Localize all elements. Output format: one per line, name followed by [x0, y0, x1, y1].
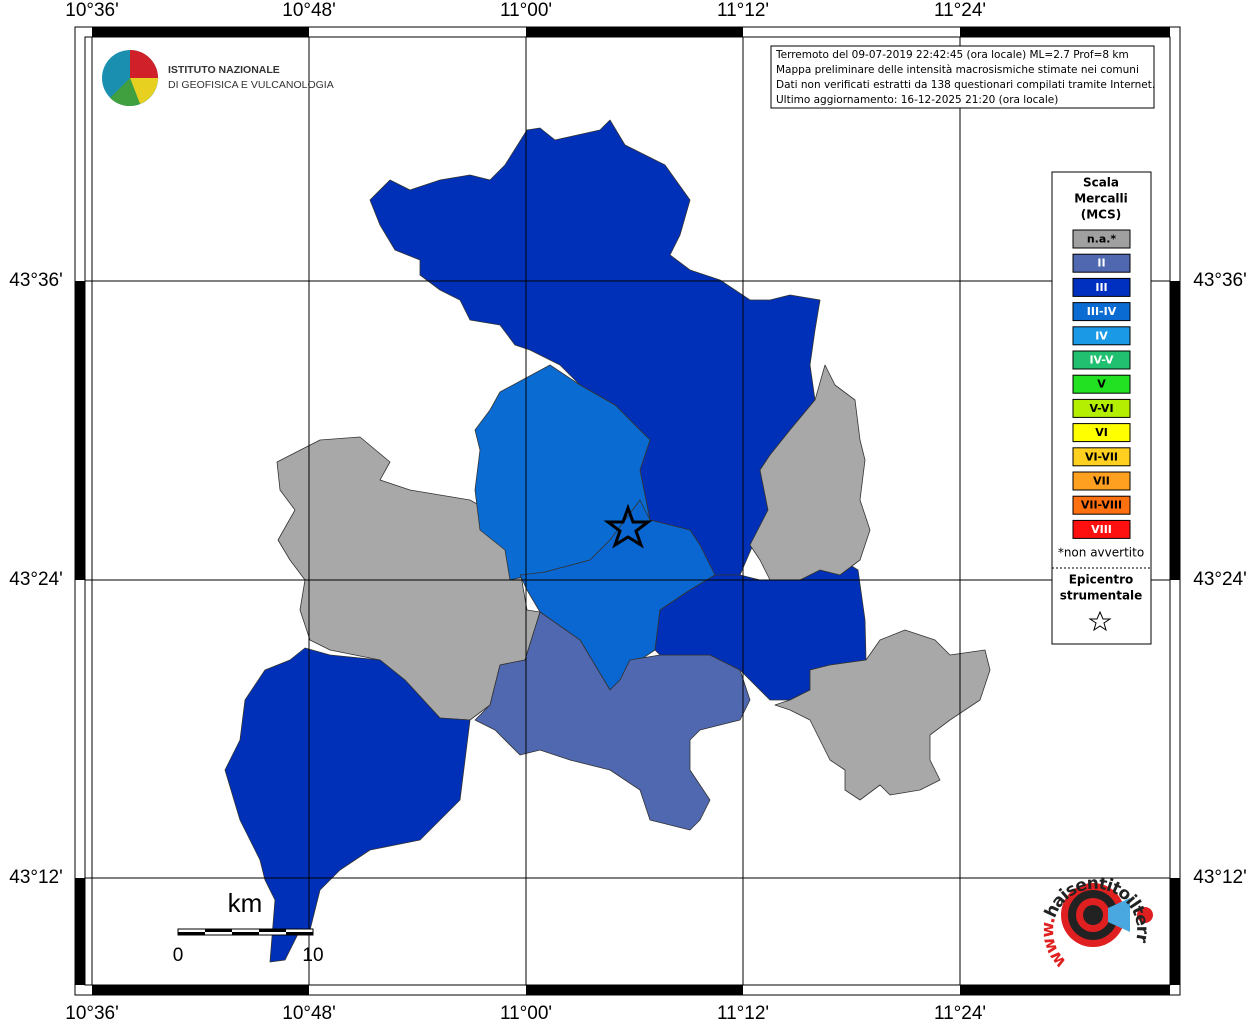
info-line: Dati non verificati estratti da 138 ques… — [776, 79, 1155, 91]
lat-label: 43°24' — [1193, 569, 1247, 590]
legend-swatch — [1072, 277, 1131, 297]
frame — [74, 26, 1181, 996]
legend-label: V — [1097, 378, 1106, 391]
ingv-logo: ISTITUTO NAZIONALE DI GEOFISICA E VULCAN… — [102, 50, 334, 107]
frame-segment — [1170, 878, 1180, 985]
legend-label: VII-VIII — [1081, 499, 1122, 512]
legend-swatch — [1072, 471, 1131, 491]
scale-label: 10 — [302, 945, 323, 966]
frame-segment — [75, 281, 85, 580]
lat-label: 43°12' — [1193, 867, 1247, 888]
legend-swatch — [1072, 253, 1131, 273]
legend-epicenter: Epicentro — [1069, 573, 1134, 587]
lon-label: 11°12' — [717, 0, 769, 21]
legend-title: Scala — [1083, 176, 1119, 190]
legend-swatch — [1072, 447, 1131, 467]
scale-bar: km 0 10 — [173, 888, 324, 966]
scale-bar-segment — [259, 929, 286, 932]
info-line: Ultimo aggiornamento: 16-12-2025 21:20 (… — [776, 94, 1058, 106]
legend-swatch — [1072, 423, 1131, 443]
frame-segment — [526, 985, 743, 995]
grid — [85, 37, 1170, 985]
info-box-frame — [770, 45, 1155, 109]
logo-ring — [1083, 905, 1103, 925]
legend-label: IV — [1095, 329, 1108, 342]
info-box: Terremoto del 09-07-2019 22:42:45 (ora l… — [770, 45, 1155, 109]
frame-segment — [1170, 281, 1180, 580]
logo-dot — [1137, 907, 1153, 923]
legend-swatch — [1072, 350, 1131, 370]
lon-label: 10°48' — [282, 1003, 336, 1024]
legend-label: n.a.* — [1087, 233, 1117, 246]
legend-star — [1088, 610, 1112, 632]
scale-bar-segment — [232, 932, 259, 935]
lon-label: 11°00' — [500, 1003, 552, 1024]
legend-swatch — [1072, 326, 1131, 346]
legend-swatch — [1072, 495, 1131, 515]
legend-label: III — [1095, 281, 1107, 294]
scale-bar-segment — [205, 929, 232, 932]
region — [654, 564, 867, 701]
epicenter-star — [603, 503, 653, 549]
logo-text: ISTITUTO NAZIONALE — [168, 64, 280, 76]
legend-note: *non avvertito — [1058, 546, 1144, 560]
lon-label: 10°48' — [282, 0, 336, 21]
info-line: Terremoto del 09-07-2019 22:42:45 (ora l… — [775, 49, 1129, 61]
frame-segment — [75, 878, 85, 985]
legend-label: VI-VII — [1085, 450, 1118, 463]
legend-title: (MCS) — [1081, 208, 1122, 222]
legend-label: V-VI — [1089, 402, 1113, 415]
logo-segment — [130, 50, 158, 78]
lat-label: 43°36' — [9, 270, 63, 291]
lon-label: 10°36' — [65, 0, 119, 21]
legend-label: VIII — [1091, 523, 1112, 536]
region — [774, 629, 991, 801]
logo-segment — [110, 78, 140, 107]
legend-swatch — [1072, 519, 1131, 539]
info-line: Mappa preliminare delle intensità macros… — [776, 64, 1139, 76]
legend-swatch — [1072, 229, 1131, 249]
lon-label: 11°24' — [934, 0, 986, 21]
legend-label: III-IV — [1087, 305, 1117, 318]
lon-label: 11°00' — [500, 0, 552, 21]
legend-epicenter: strumentale — [1060, 589, 1143, 603]
lat-label: 43°24' — [9, 569, 63, 590]
legend-label: IV-V — [1089, 354, 1114, 367]
legend-swatch — [1072, 302, 1131, 322]
legend-swatch — [1072, 398, 1131, 418]
region — [749, 364, 871, 581]
lon-label: 10°36' — [65, 1003, 119, 1024]
lat-label: 43°12' — [9, 867, 63, 888]
legend-label: VI — [1095, 426, 1108, 439]
regions — [224, 119, 991, 963]
scale-bar-segment — [178, 932, 205, 935]
region — [474, 611, 751, 831]
legend-label: II — [1097, 257, 1105, 270]
frame-segment — [92, 985, 309, 995]
scale-bar-segment — [286, 932, 313, 935]
lon-label: 11°12' — [717, 1003, 769, 1024]
legend-title: Mercalli — [1074, 192, 1128, 206]
scale-unit: km — [228, 888, 263, 918]
legend-swatch — [1072, 374, 1131, 394]
logo-segment — [130, 78, 158, 104]
scale-label: 0 — [173, 945, 184, 966]
lon-label: 11°24' — [934, 1003, 986, 1024]
frame-segment — [92, 27, 309, 37]
logo-text: DI GEOFISICA E VULCANOLOGIA — [168, 79, 334, 91]
legend-label: VII — [1093, 475, 1110, 488]
legend: Scala Mercalli (MCS) *non avvertito Epic… — [1051, 171, 1152, 645]
frame-segment — [526, 27, 743, 37]
lat-label: 43°36' — [1193, 270, 1247, 291]
frame-segment — [960, 27, 1170, 37]
logo-speaker — [1108, 898, 1130, 932]
frame-segment — [960, 985, 1170, 995]
